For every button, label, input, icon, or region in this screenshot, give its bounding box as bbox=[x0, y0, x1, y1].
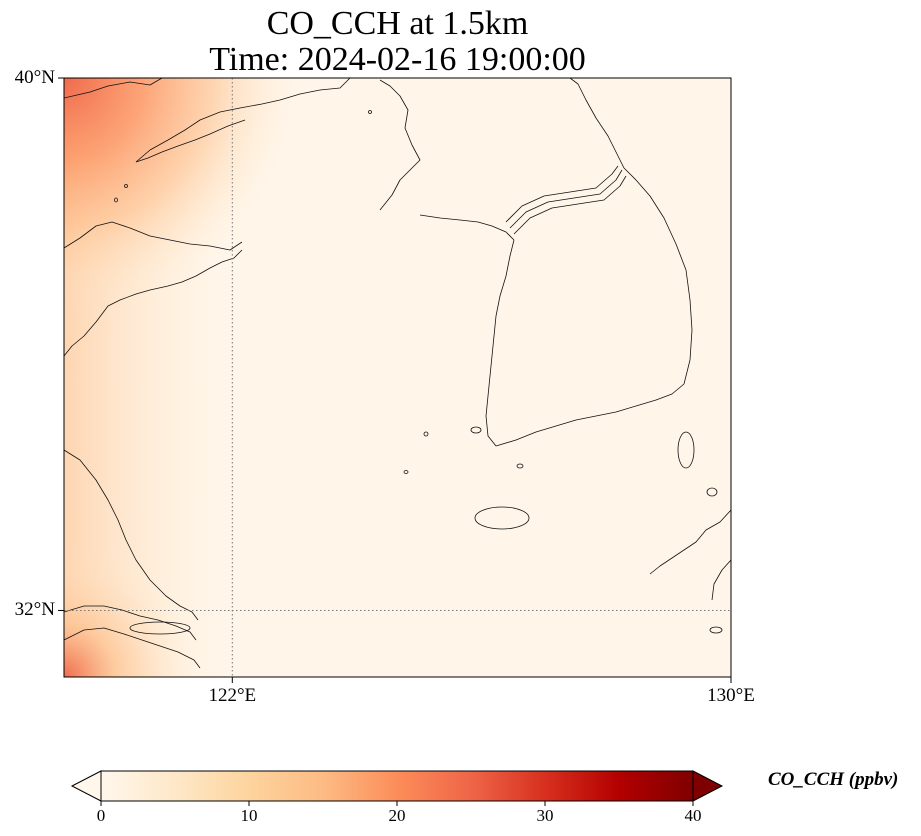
yangtze-south-shore bbox=[64, 627, 201, 669]
colorbar-high-extension bbox=[692, 770, 724, 802]
map-title-line-1: CO_CCH at 1.5km bbox=[266, 5, 529, 42]
tsushima-island bbox=[677, 431, 695, 469]
colorbar-title: CO_CCH (ppbv) bbox=[768, 769, 899, 790]
china-east-coast bbox=[64, 449, 199, 621]
liaodong-coast bbox=[64, 78, 163, 99]
colorbar-low-extension bbox=[70, 770, 102, 802]
map-frame bbox=[63, 77, 732, 678]
map-title-line-2: Time: 2024-02-16 19:00:00 bbox=[209, 41, 586, 78]
lon-tick-label-122: 122°E bbox=[208, 685, 257, 706]
island-small-4 bbox=[423, 431, 429, 437]
korea-west-coast bbox=[485, 239, 515, 447]
lat-tick-label-32: 32°N bbox=[14, 599, 55, 621]
liaodong-peninsula bbox=[135, 78, 351, 163]
kyushu-east bbox=[711, 559, 731, 601]
island-small-5 bbox=[516, 463, 524, 469]
island-small-3 bbox=[403, 470, 409, 474]
colorbar-body bbox=[100, 770, 694, 802]
colorbar-tick-label-30: 30 bbox=[536, 806, 554, 825]
gridlines bbox=[64, 78, 731, 677]
colorbar-tick-label-10: 10 bbox=[240, 806, 258, 825]
island-small-9 bbox=[124, 184, 128, 188]
island-small-1 bbox=[709, 626, 723, 634]
lon-tick-label-130: 130°E bbox=[707, 685, 755, 706]
island-small-2 bbox=[706, 487, 718, 497]
dmz-border-2 bbox=[509, 169, 623, 229]
field-southwest-maximum bbox=[64, 78, 731, 677]
liaodong-south-shore bbox=[135, 119, 246, 163]
dmz-border-3 bbox=[513, 175, 627, 235]
axis-ticks bbox=[58, 77, 732, 683]
korea-west-bay bbox=[419, 214, 515, 241]
island-small-7 bbox=[368, 110, 372, 114]
colorbar bbox=[70, 770, 724, 806]
shandong-north bbox=[64, 221, 243, 251]
korea-north-west bbox=[379, 79, 421, 211]
colorbar-tick-label-40: 40 bbox=[684, 806, 702, 825]
island-small-8 bbox=[114, 197, 118, 203]
colorbar-tick-label-20: 20 bbox=[388, 806, 406, 825]
colorbar-tick-label-0: 0 bbox=[96, 806, 106, 825]
yangtze-north-shore bbox=[64, 605, 197, 641]
korea-east-coast bbox=[569, 78, 693, 385]
korea-south-coast bbox=[495, 383, 685, 447]
kyushu-coast bbox=[649, 509, 731, 575]
dmz-border-1 bbox=[505, 165, 619, 223]
jeju-island bbox=[474, 506, 530, 530]
shandong-peninsula bbox=[64, 249, 243, 357]
chongming-island bbox=[129, 621, 191, 635]
coastlines bbox=[64, 78, 731, 669]
map-area bbox=[64, 78, 731, 677]
lat-tick-label-40: 40°N bbox=[14, 67, 55, 88]
island-small-6 bbox=[470, 426, 482, 434]
